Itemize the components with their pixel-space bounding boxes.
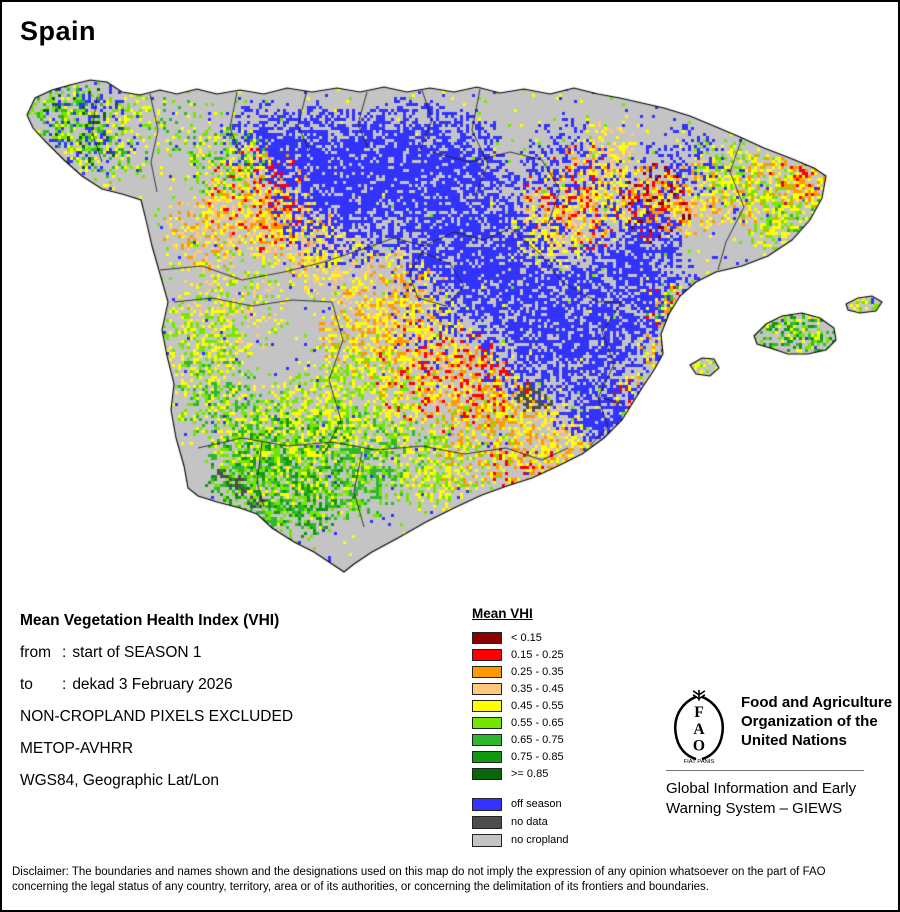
page-title: Spain	[20, 16, 97, 46]
legend-row: 0.65 - 0.75	[472, 731, 569, 748]
legend-swatch	[472, 699, 502, 712]
legend-label: 0.15 - 0.25	[511, 648, 564, 661]
legend-row: 0.25 - 0.35	[472, 663, 569, 680]
info-sensor-line: METOP-AVHRR	[20, 740, 134, 757]
legend-label: no data	[511, 816, 548, 828]
info-projection-line: WGS84, Geographic Lat/Lon	[20, 772, 220, 789]
legend-label: 0.65 - 0.75	[511, 733, 564, 746]
legend-label: 0.45 - 0.55	[511, 699, 564, 712]
fao-letter-a: A	[693, 721, 705, 738]
legend-swatch	[472, 665, 502, 678]
to-label: to	[20, 676, 33, 693]
legend-swatch	[472, 682, 502, 695]
legend-label: 0.75 - 0.85	[511, 750, 564, 763]
fao-letter-f: F	[694, 704, 704, 721]
legend-row: 0.75 - 0.85	[472, 748, 569, 765]
colon: :	[62, 644, 67, 661]
legend-row: no cropland	[472, 831, 569, 849]
legend-swatch	[472, 733, 502, 746]
to-value: dekad 3 February 2026	[72, 676, 233, 693]
legend-swatch	[472, 631, 502, 644]
colon: :	[62, 676, 67, 693]
legend-swatch	[472, 716, 502, 729]
info-from-line: from: start of SEASON 1	[20, 644, 293, 662]
disclaimer-text: Disclaimer: The boundaries and names sho…	[12, 866, 826, 893]
legend-swatch	[472, 797, 502, 811]
info-noncropland-line: NON-CROPLAND PIXELS EXCLUDED	[20, 708, 294, 725]
vhi-map-canvas	[2, 50, 898, 610]
info-heading: Mean Vegetation Health Index (VHI)	[20, 612, 280, 629]
legend-swatch	[472, 750, 502, 763]
legend-row: 0.35 - 0.45	[472, 680, 569, 697]
from-label: from	[20, 644, 51, 661]
legend-label: 0.25 - 0.35	[511, 665, 564, 678]
legend-label: off season	[511, 798, 562, 810]
legend-row: off season	[472, 795, 569, 813]
legend-row: 0.15 - 0.25	[472, 646, 569, 663]
legend-swatch	[472, 767, 502, 780]
legend-label: 0.55 - 0.65	[511, 716, 564, 729]
giews-text: Global Information and Early Warning Sys…	[666, 780, 857, 817]
legend-extra: off season no data no cropland	[472, 795, 569, 849]
legend-row: 0.55 - 0.65	[472, 714, 569, 731]
fao-divider	[666, 770, 864, 771]
fao-block: F A O FIAT PANIS Food and Agriculture Or…	[666, 688, 892, 764]
legend-row: >= 0.85	[472, 765, 569, 782]
from-value: start of SEASON 1	[72, 644, 202, 661]
legend-label: >= 0.85	[511, 767, 549, 780]
legend-label: no cropland	[511, 834, 569, 846]
map-info-block: Mean Vegetation Health Index (VHI) from:…	[20, 612, 293, 790]
fao-letter-o: O	[693, 737, 705, 754]
legend-label: 0.35 - 0.45	[511, 682, 564, 695]
fao-motto: FIAT PANIS	[684, 759, 715, 764]
legend-row: no data	[472, 813, 569, 831]
legend-title: Mean VHI	[472, 606, 533, 621]
legend-swatch	[472, 648, 502, 661]
legend-row: 0.45 - 0.55	[472, 697, 569, 714]
legend-label: < 0.15	[511, 631, 542, 644]
legend-swatch	[472, 815, 502, 829]
legend-row: < 0.15	[472, 629, 569, 646]
legend: Mean VHI < 0.15 0.15 - 0.25 0.25 - 0.35 …	[472, 606, 569, 849]
legend-swatch	[472, 833, 502, 847]
fao-logo: F A O FIAT PANIS	[673, 689, 725, 764]
fao-org-name: Food and Agriculture Organization of the…	[741, 694, 893, 749]
info-to-line: to: dekad 3 February 2026	[20, 676, 293, 694]
